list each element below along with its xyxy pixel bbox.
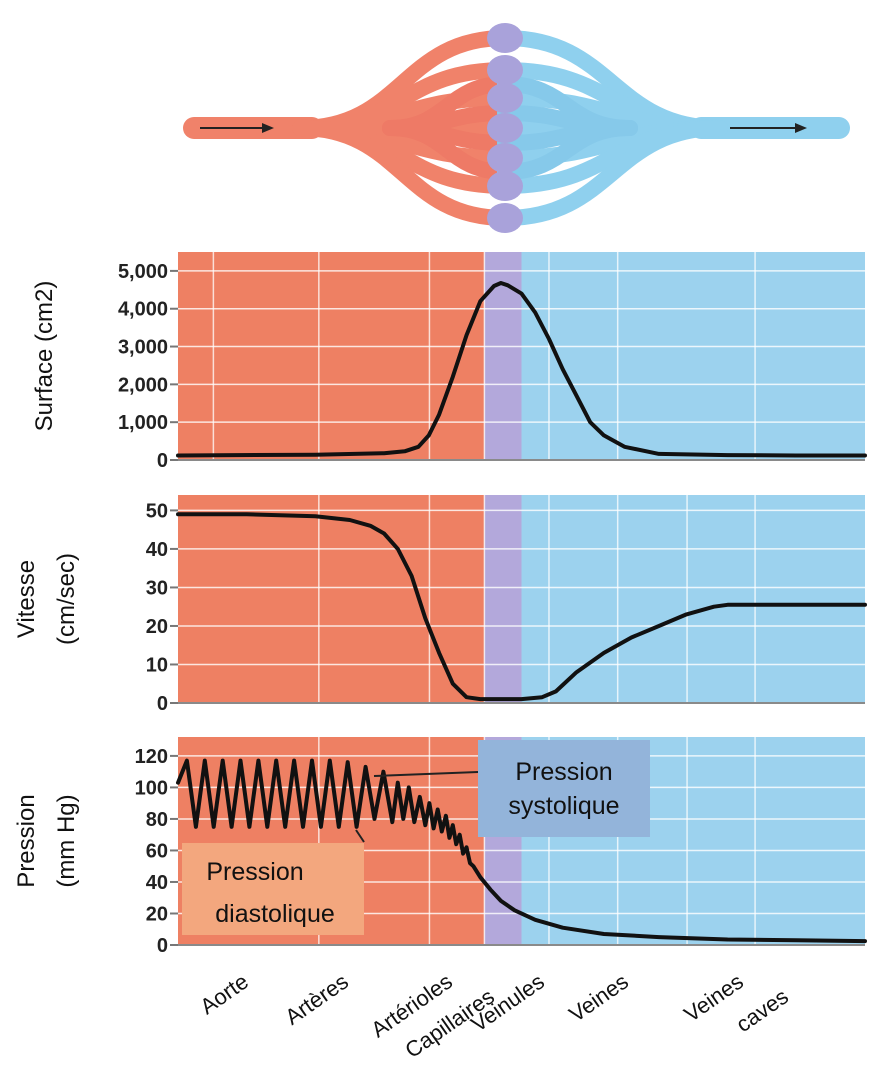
diastolic-label-line-2: diastolique [215, 900, 335, 928]
venous-region [521, 495, 865, 703]
y-tick-label: 4,000 [118, 299, 168, 321]
y-axis-label: (mm Hg) [53, 794, 80, 887]
x-category-label: Aorte [195, 969, 252, 1020]
capillary-bed [487, 55, 523, 85]
arteriole-branch [382, 120, 513, 151]
y-axis-label: Vitesse [13, 560, 40, 638]
data-curve [176, 758, 867, 944]
y-tick-label: 40 [146, 872, 168, 894]
systolic-label-box [478, 740, 650, 837]
y-tick-label: 50 [146, 500, 168, 522]
capillary-bed [487, 171, 523, 201]
surface-area-chart: 0 1,000 2,000 3,000 4,000 5,000 Surface (cm2) [31, 252, 867, 472]
y-tick-label: 0 [157, 450, 168, 472]
y-tick-label: 40 [146, 539, 168, 561]
y-tick-label: 2,000 [118, 374, 168, 396]
y-tick-label: 100 [135, 777, 168, 799]
velocity-chart: 0 10 20 30 40 50 Vitesse (cm/sec) [13, 495, 867, 715]
y-tick-label: 0 [157, 935, 168, 957]
diastolic-label-line-1: Pression [206, 858, 303, 886]
y-tick-label: 10 [146, 654, 168, 676]
systolic-annotation: Pression systolique [373, 740, 650, 837]
data-curve [176, 512, 867, 702]
data-curve [176, 281, 867, 458]
systolic-leader-line [373, 771, 479, 777]
capillary-bed [487, 23, 523, 53]
y-tick-label: 120 [135, 746, 168, 768]
y-tick-label: 20 [146, 903, 168, 925]
capillary-region [484, 252, 522, 460]
capillary-bed [487, 143, 523, 173]
diastolic-leader-line [355, 829, 365, 843]
venule-branch [497, 120, 638, 151]
y-tick-label: 0 [157, 693, 168, 715]
y-tick-label: 30 [146, 577, 168, 599]
y-tick-label: 80 [146, 809, 168, 831]
venous-branch [497, 120, 728, 226]
y-tick-label: 20 [146, 616, 168, 638]
venous-region [521, 252, 865, 460]
capillary-bed [487, 203, 523, 233]
diastolic-annotation: Pression diastolique [182, 829, 365, 935]
vessel-network-diagram [183, 23, 850, 233]
x-category-label: Veines [564, 969, 632, 1027]
systolic-label-line-2: systolique [508, 792, 619, 820]
y-tick-label: 60 [146, 840, 168, 862]
capillary-region [484, 495, 522, 703]
flow-arrow-head [795, 123, 807, 133]
systolic-label-line-1: Pression [515, 758, 612, 786]
capillary-bed [487, 113, 523, 143]
diastolic-label-box [182, 843, 364, 935]
capillary-bed [487, 83, 523, 113]
arterial-region [178, 252, 485, 460]
x-category-label: Artères [280, 969, 352, 1030]
flow-arrow-head [262, 123, 274, 133]
y-tick-label: 1,000 [118, 412, 168, 434]
x-category-labels: Aorte Artères ArtériolesCapillairesVeinule… [195, 969, 792, 1063]
y-tick-label: 5,000 [118, 261, 168, 283]
pressure-chart: 0 20 40 60 80 100 120 Pression (mm Hg) [13, 737, 867, 957]
y-axis-label: Pression [13, 794, 40, 887]
y-tick-label: 3,000 [118, 337, 168, 359]
arterial-region [178, 495, 485, 703]
y-axis-label: (cm/sec) [53, 553, 80, 645]
y-axis-label: Surface (cm2) [31, 281, 58, 432]
arterial-branch [292, 120, 513, 226]
